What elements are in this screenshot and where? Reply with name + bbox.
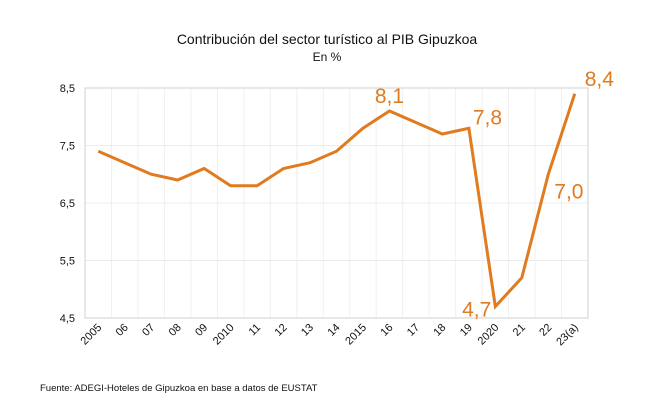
source-note: Fuente: ADEGI-Hoteles de Gipuzkoa en bas… (40, 383, 318, 394)
x-tick-label: 17 (405, 322, 422, 339)
x-tick-label: 19 (458, 322, 475, 339)
x-tick-label: 21 (511, 322, 528, 339)
y-tick-label: 5,5 (60, 256, 75, 268)
x-tick-label: 16 (378, 322, 395, 339)
chart-title: Contribución del sector turístico al PIB… (176, 31, 478, 47)
x-tick-label: 09 (193, 322, 210, 339)
x-tick-label: 12 (273, 322, 290, 339)
plot-area-border (84, 87, 589, 319)
x-tick-label: 14 (325, 322, 342, 339)
data-label: 7,8 (473, 106, 502, 129)
x-tick-label: 13 (299, 322, 316, 339)
x-tick-label: 23(a) (554, 322, 581, 349)
data-label: 8,1 (375, 85, 404, 108)
x-tick-label: 07 (140, 322, 157, 339)
x-tick-label: 2015 (343, 322, 369, 348)
y-tick-label: 6,5 (60, 198, 75, 210)
y-tick-label: 4,5 (60, 313, 75, 325)
data-label: 4,7 (462, 299, 491, 322)
x-tick-label: 18 (431, 322, 448, 339)
data-label: 7,0 (554, 180, 583, 203)
x-tick-label: 08 (167, 322, 184, 339)
chart-subtitle: En % (312, 50, 342, 64)
x-tick-label: 22 (537, 322, 554, 339)
x-tick-label: 06 (114, 322, 131, 339)
y-tick-label: 7,5 (60, 141, 75, 153)
x-tick-label: 11 (247, 322, 264, 339)
x-tick-label: 2020 (476, 322, 502, 348)
data-label: 8,4 (585, 68, 615, 91)
x-tick-label: 2010 (211, 322, 237, 348)
series-line (97, 93, 577, 310)
x-tick-label: 2005 (79, 322, 105, 348)
y-tick-label: 8,5 (60, 83, 75, 95)
